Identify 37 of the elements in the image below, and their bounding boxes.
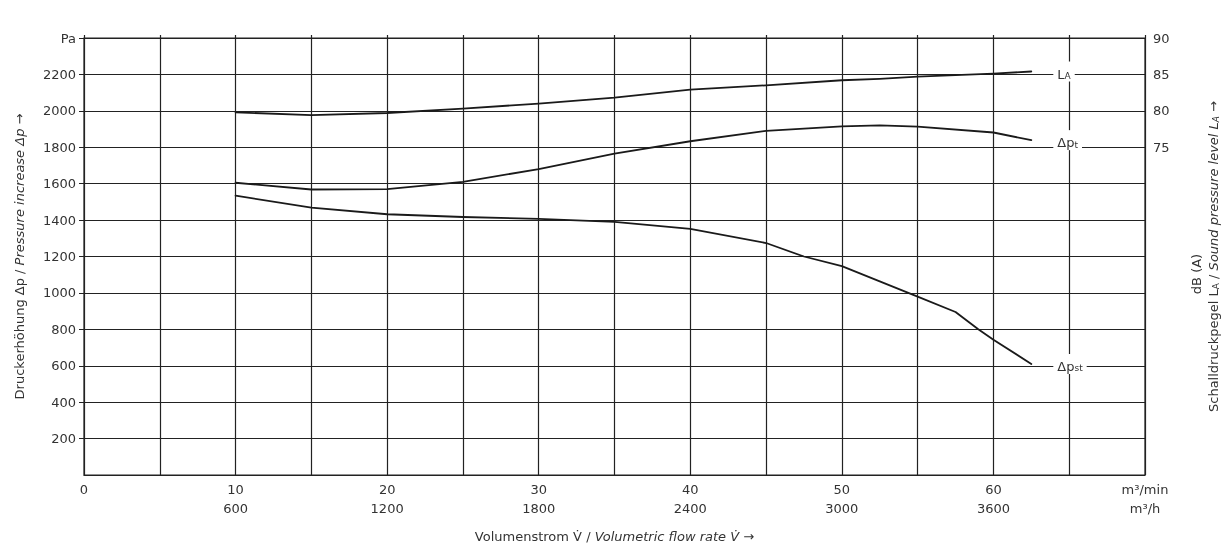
x-tick-label: 60 (985, 482, 1002, 497)
y-tick-label: 2000 (42, 103, 76, 119)
y-tick-label: 600 (51, 358, 76, 374)
y-tick-label: Pa (60, 30, 76, 46)
y-tick-label: 800 (51, 321, 76, 337)
text: Δpst (1057, 358, 1084, 374)
y-axis-title: Druckerhöhung Δp / Pressure increase Δp → (12, 113, 27, 400)
x-tick-label: m³/min (1121, 482, 1169, 497)
x-tick-label: 20 (378, 482, 396, 497)
y-tick-label: 1400 (42, 212, 76, 228)
y-tick-label: 200 (51, 431, 76, 447)
x2-tick-label: 600 (223, 501, 248, 516)
y2-tick-label: 85 (1153, 66, 1170, 82)
y2-tick-label: 75 (1153, 139, 1170, 155)
x2-tick-label: 1800 (522, 501, 556, 516)
y2-tick-label: 80 (1153, 103, 1170, 119)
x2-tick-label: m³/h (1129, 501, 1161, 516)
x-tick-label: 30 (530, 482, 547, 497)
x2-tick-label: 3000 (825, 501, 859, 516)
text: Δpt (1057, 135, 1079, 151)
x-tick-label: 0 (79, 482, 89, 497)
x-tick-label: 50 (833, 482, 851, 497)
y-tick-label: 400 (51, 394, 76, 410)
y2-tick-label: 90 (1153, 30, 1170, 46)
x-tick-label: 40 (682, 482, 699, 497)
x-axis-title: Volumenstrom V̇ / Volumetric flow rate V̇ → (474, 529, 755, 544)
y-tick-label: 2200 (42, 66, 76, 82)
text: LA (1057, 66, 1072, 82)
x2-tick-label: 3600 (976, 501, 1010, 516)
y-tick-label: 1000 (42, 285, 76, 301)
x2-tick-label: 2400 (673, 501, 707, 516)
x2-tick-label: 1200 (370, 501, 404, 516)
y-tick-label: 1800 (42, 139, 76, 155)
x-tick-label: 10 (227, 482, 244, 497)
y-tick-label: 1600 (42, 176, 76, 192)
y-tick-label: 1200 (42, 249, 76, 264)
text: dB (A) (1189, 253, 1204, 295)
